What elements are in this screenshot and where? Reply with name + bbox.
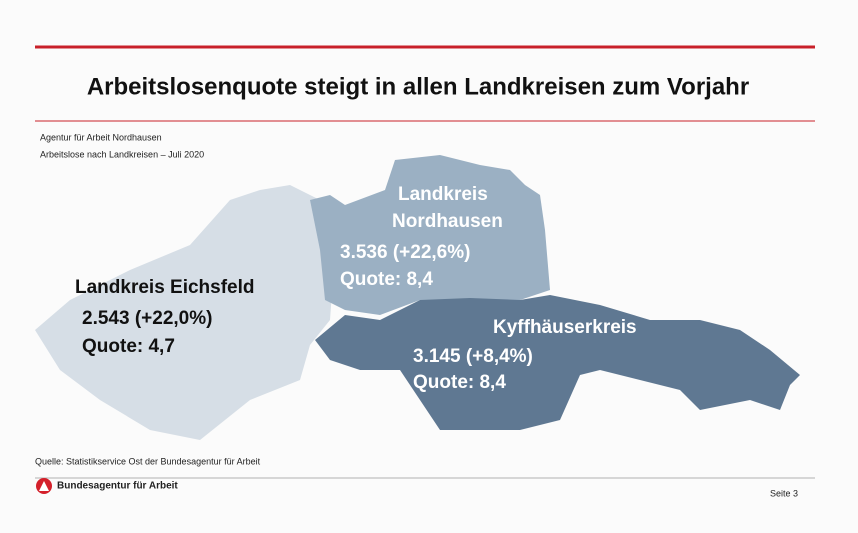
subtitle: Agentur für Arbeit Nordhausen xyxy=(40,132,162,142)
region-eichsfeld xyxy=(35,185,335,440)
region-quote: Quote: 8,4 xyxy=(413,372,506,393)
title: Arbeitslosenquote steigt in allen Landkr… xyxy=(87,73,749,100)
page-number: Seite 3 xyxy=(770,488,798,498)
region-value: 3.536 (+22,6%) xyxy=(340,242,470,263)
region-value: 3.145 (+8,4%) xyxy=(413,346,533,367)
region-name: Landkreis xyxy=(398,184,488,205)
region-name: Nordhausen xyxy=(392,211,503,232)
region-name: Landkreis Eichsfeld xyxy=(75,277,255,298)
logo-mark xyxy=(39,481,49,491)
region-name: Kyffhäuserkreis xyxy=(493,317,637,338)
region-value: 2.543 (+22,0%) xyxy=(82,308,212,329)
region-nordhausen xyxy=(310,155,550,315)
region-quote: Quote: 8,4 xyxy=(340,269,433,290)
subtitle: Arbeitslose nach Landkreisen – Juli 2020 xyxy=(40,149,204,159)
source: Quelle: Statistikservice Ost der Bundesa… xyxy=(35,456,261,466)
logo-text: Bundesagentur für Arbeit xyxy=(57,481,178,492)
region-quote: Quote: 4,7 xyxy=(82,336,175,357)
region-kyffhaeuser xyxy=(315,295,800,430)
